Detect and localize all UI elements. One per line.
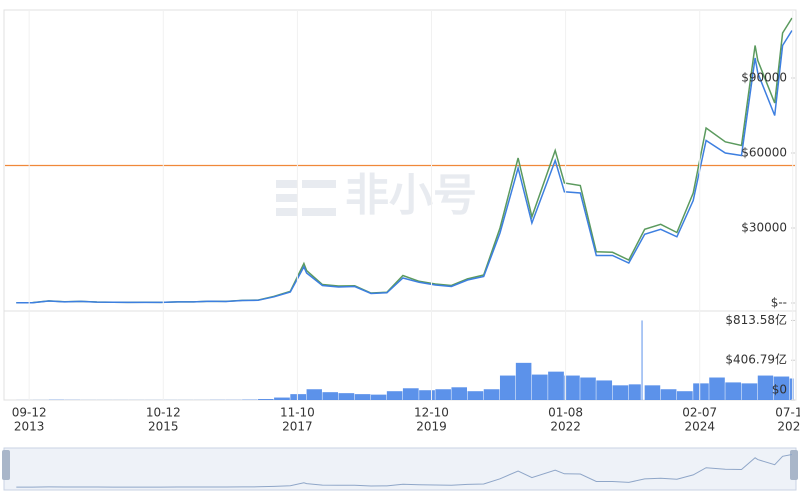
volume-bar [676,391,693,400]
navigator[interactable] [3,447,797,491]
volume-bar [628,384,641,400]
volume-bar [435,389,451,400]
volume-bar [709,377,725,400]
volume-bar [419,390,435,400]
x-tick-label: 2013 [14,420,45,434]
volume-bar [531,374,548,400]
price-line [16,30,793,304]
volume-bar [402,388,419,400]
volume-bar [773,376,790,400]
x-tick-label: 01-08 [548,406,583,420]
volume-bar [644,385,661,400]
volume-bar [258,399,274,400]
volume-bar [467,391,484,400]
volume-bar [370,394,387,400]
x-tick-label: 10-12 [146,406,181,420]
x-tick-label: 02-07 [682,406,717,420]
x-tick-label: 2019 [416,420,447,434]
volume-bar [499,375,516,400]
volume-bar [641,320,643,400]
y-tick-label: $-- [771,296,787,310]
x-tick-label: 2024 [684,420,715,434]
volume-bar [515,362,532,400]
volume-bar [322,392,339,400]
volume-bar [306,389,322,400]
volume-bar [386,391,403,400]
navigator-handle[interactable] [2,450,10,480]
y-tick-label: $406.79亿 [725,352,787,367]
volume-bar [580,377,596,400]
volume-bar [451,387,467,400]
y-tick-label: $0 [772,383,787,397]
y-tick-label: $813.58亿 [725,312,787,327]
volume-bar [274,397,290,400]
watermark-logo [276,180,336,216]
volume-bar [564,375,580,400]
volume-bar [725,382,742,400]
volume-bar [338,393,355,400]
x-tick-label: 2017 [282,420,313,434]
volume-bar [596,380,613,400]
navigator-line [16,454,793,488]
x-tick-label: 12-10 [414,406,449,420]
y-tick-label: $60000 [741,146,787,160]
volume-bar [693,383,709,400]
navigator-handle[interactable] [790,450,798,480]
volume-bar [660,389,677,400]
volume-bar [789,378,794,400]
volume-bar [483,389,500,400]
watermark: 非小号 [345,170,477,221]
volume-bar [741,383,758,400]
x-tick-label: 09-12 [12,406,47,420]
volume-bar [548,371,564,400]
y-tick-label: $30000 [741,221,787,235]
volume-bar [290,394,307,400]
x-tick-label: 2015 [148,420,179,434]
x-tick-label: 2025 [777,420,800,434]
x-tick-label: 07-18 [775,406,800,420]
volume-bar [757,375,774,400]
x-tick-label: 11-10 [280,406,315,420]
volume-bar [612,385,629,400]
volume-bar [354,394,371,400]
y-tick-label: $90000 [741,71,787,85]
x-tick-label: 2022 [550,420,581,434]
